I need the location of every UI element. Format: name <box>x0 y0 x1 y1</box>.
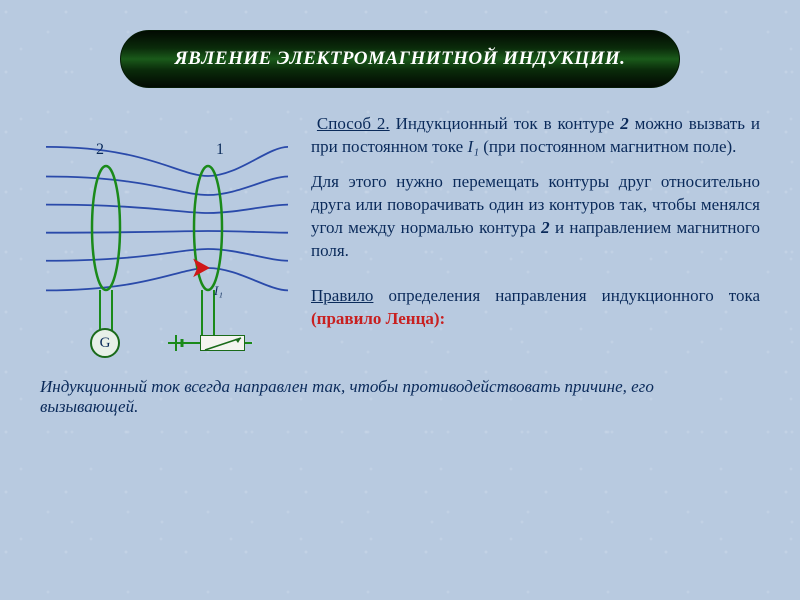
page-title: ЯВЛЕНИЕ ЭЛЕКТРОМАГНИТНОЙ ИНДУКЦИИ. <box>175 48 626 70</box>
loop2-label: 2 <box>96 141 104 159</box>
p3-rest: определения направления индукционного то… <box>373 286 760 305</box>
i1-label: I₁ <box>214 283 223 299</box>
p1-end: (при постоянном магнитном поле). <box>479 137 736 156</box>
paragraph-3: Правило определения направления индукцио… <box>311 285 760 331</box>
paragraph-1: Способ 2. Индукционный ток в контуре 2 м… <box>311 113 760 159</box>
galvanometer: G <box>90 328 120 358</box>
bottom-text: Индукционный ток всегда направлен так, ч… <box>40 377 760 417</box>
p1-loop-number: 2 <box>620 114 629 133</box>
lenz-rule-label: (правило Ленца): <box>311 309 445 328</box>
p3-prefix: Правило <box>311 286 373 305</box>
paragraph-2: Для этого нужно перемещать контуры друг … <box>311 171 760 263</box>
p1-rest: Индукционный ток в контуре <box>390 114 621 133</box>
p1-prefix: Способ 2. <box>317 114 390 133</box>
lenz-rule-statement: Индукционный ток всегда направлен так, ч… <box>40 377 660 417</box>
diagram-svg <box>40 113 295 363</box>
variable-resistor <box>200 335 245 351</box>
p1-i1-symbol: I₁ <box>467 137 479 156</box>
induction-diagram: 2 1 ➤ I₁ G <box>40 113 295 363</box>
p2-loop-number: 2 <box>541 218 550 237</box>
title-pill: ЯВЛЕНИЕ ЭЛЕКТРОМАГНИТНОЙ ИНДУКЦИИ. <box>120 30 680 88</box>
current-arrow-burst: ➤ <box>192 253 211 283</box>
galvanometer-label: G <box>100 335 111 352</box>
loop1-label: 1 <box>216 141 224 159</box>
text-column: Способ 2. Индукционный ток в контуре 2 м… <box>311 113 760 343</box>
resistor-arrow-icon <box>201 336 246 352</box>
